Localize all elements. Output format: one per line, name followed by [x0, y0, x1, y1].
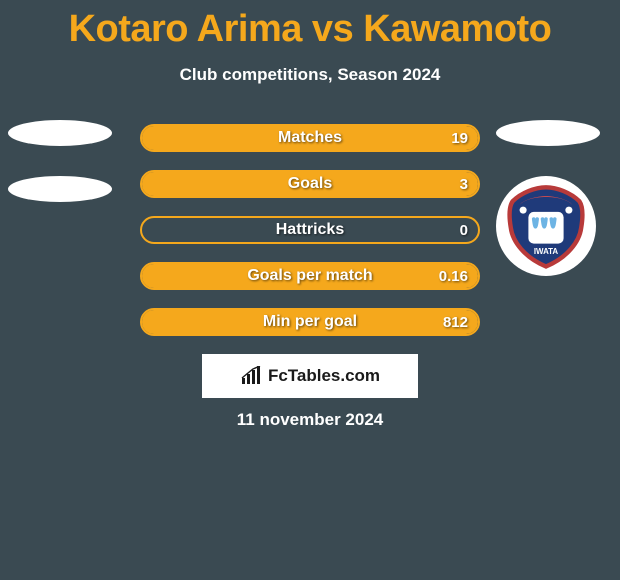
- stat-fill-right: [142, 264, 478, 288]
- brand-text: FcTables.com: [268, 366, 380, 386]
- stat-row: 812Min per goal: [140, 308, 480, 336]
- stat-right-value: 812: [443, 310, 468, 334]
- stat-right-value: 0.16: [439, 264, 468, 288]
- stat-right-value: 0: [460, 218, 468, 242]
- iwata-badge-icon: IWATA: [502, 182, 590, 270]
- stat-row: 3Goals: [140, 170, 480, 198]
- stat-right-value: 3: [460, 172, 468, 196]
- stat-row: 0Hattricks: [140, 216, 480, 244]
- stat-label: Hattricks: [142, 218, 478, 242]
- right-player-column: IWATA: [496, 120, 600, 276]
- left-club-avatar-placeholder: [8, 176, 112, 202]
- page-title: Kotaro Arima vs Kawamoto: [0, 0, 620, 51]
- stat-bars: 19Matches 3Goals 0Hattricks 0.16Goals per m…: [140, 124, 480, 354]
- left-player-avatar-placeholder: [8, 120, 112, 146]
- stat-fill-right: [142, 172, 478, 196]
- right-club-badge: IWATA: [496, 176, 596, 276]
- footer-date: 11 november 2024: [0, 410, 620, 430]
- right-player-avatar-placeholder: [496, 120, 600, 146]
- stat-row: 0.16Goals per match: [140, 262, 480, 290]
- svg-text:IWATA: IWATA: [534, 247, 559, 256]
- bar-chart-icon: [240, 366, 262, 386]
- stat-row: 19Matches: [140, 124, 480, 152]
- stat-fill-right: [142, 310, 478, 334]
- left-player-column: [8, 120, 112, 232]
- page-subtitle: Club competitions, Season 2024: [0, 65, 620, 85]
- stat-fill-right: [142, 126, 478, 150]
- brand-box: FcTables.com: [202, 354, 418, 398]
- stat-right-value: 19: [451, 126, 468, 150]
